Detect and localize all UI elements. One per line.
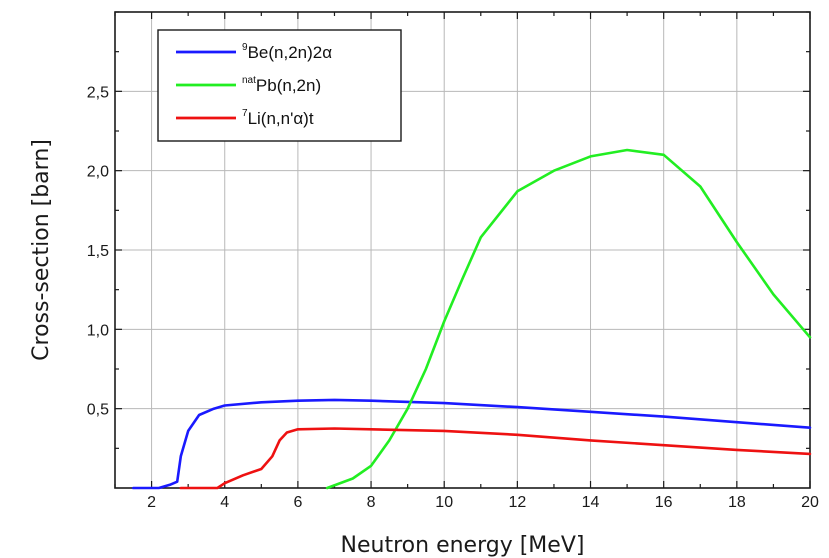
x-tick-label: 10 bbox=[435, 494, 453, 511]
x-tick-label: 18 bbox=[728, 494, 746, 511]
x-tick-label: 4 bbox=[220, 494, 229, 511]
series-line-1 bbox=[132, 398, 812, 490]
x-tick-label: 8 bbox=[367, 494, 376, 511]
x-tick-label: 6 bbox=[293, 494, 302, 511]
x-tick-label: 2 bbox=[147, 494, 156, 511]
series-line-3 bbox=[179, 427, 812, 490]
y-tick-label: 1,5 bbox=[87, 243, 109, 260]
plot-frame bbox=[114, 11, 811, 489]
y-tick-label: 0,5 bbox=[87, 402, 109, 419]
legend-label: 9Be(n,2n)2α bbox=[242, 42, 332, 62]
x-tick-label: 20 bbox=[801, 494, 819, 511]
y-axis-label: Cross-section [barn] bbox=[29, 139, 54, 361]
legend-label: 7Li(n,n'α)t bbox=[242, 108, 314, 128]
y-tick-label: 2,0 bbox=[87, 164, 109, 181]
y-tick-label: 2,5 bbox=[87, 84, 109, 101]
grid bbox=[115, 12, 810, 488]
series-layer bbox=[132, 148, 812, 490]
x-tick-label: 12 bbox=[508, 494, 526, 511]
x-tick-label: 14 bbox=[582, 494, 600, 511]
legend: 9Be(n,2n)2α natPb(n,2n) 7Li(n,n'α)t bbox=[157, 29, 402, 142]
y-tick-label: 1,0 bbox=[87, 322, 109, 339]
x-tick-labels: 2 4 6 8 10 12 14 16 18 20 bbox=[147, 494, 819, 511]
series-line-2 bbox=[325, 148, 812, 490]
axis-ticks bbox=[114, 11, 811, 488]
y-tick-labels: 0,5 1,0 1,5 2,0 2,5 bbox=[87, 84, 109, 418]
legend-label: natPb(n,2n) bbox=[242, 75, 321, 95]
x-tick-label: 16 bbox=[655, 494, 673, 511]
x-axis-label: Neutron energy [MeV] bbox=[341, 533, 585, 558]
